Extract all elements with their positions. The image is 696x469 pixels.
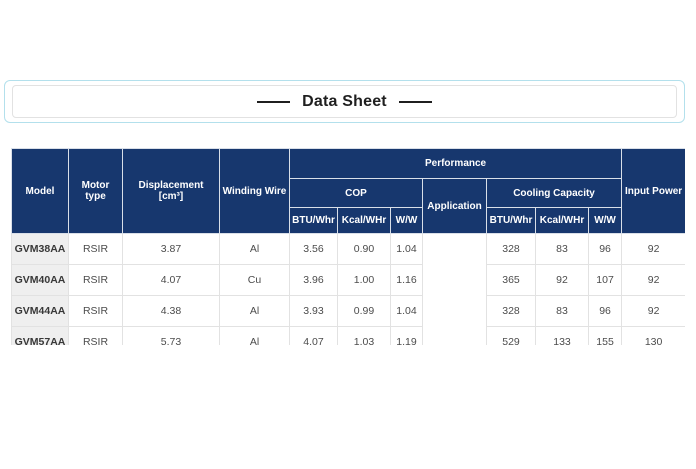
cell-cop-ww: 1.16 bbox=[390, 264, 423, 296]
col-header-application: Application bbox=[422, 178, 487, 234]
table-clip-container: Model Motor type Displacement [cm³] Wind… bbox=[11, 148, 685, 345]
cell-cooling-ww: 155 bbox=[587, 326, 623, 345]
cell-model: GVM40AA bbox=[11, 264, 69, 296]
cell-cooling-btu: 529 bbox=[486, 326, 536, 345]
data-sheet-title-inner-box: Data Sheet bbox=[12, 85, 677, 118]
cell-displacement: 3.87 bbox=[122, 233, 220, 265]
cell-winding-wire: Al bbox=[219, 233, 290, 265]
title-row: Data Sheet bbox=[257, 93, 432, 111]
table-row: GVM38AA RSIR 3.87 Al 3.56 0.90 1.04 328 … bbox=[11, 233, 685, 345]
cell-application bbox=[422, 233, 487, 345]
cell-cooling-kcal: 133 bbox=[535, 326, 589, 345]
cell-input-power: 92 bbox=[621, 233, 685, 265]
cell-model: GVM38AA bbox=[11, 233, 69, 265]
col-header-cop: COP bbox=[289, 178, 423, 208]
cell-cop-ww: 1.04 bbox=[390, 295, 423, 327]
cell-cop-kcal: 0.90 bbox=[337, 233, 391, 265]
col-header-cooling-btu-whr: BTU/Whr bbox=[486, 207, 536, 234]
cell-winding-wire: Al bbox=[219, 295, 290, 327]
cell-input-power: 92 bbox=[621, 264, 685, 296]
page-title: Data Sheet bbox=[302, 92, 387, 110]
col-header-cop-kcal-whr: Kcal/WHr bbox=[337, 207, 391, 234]
table-header: Model Motor type Displacement [cm³] Wind… bbox=[11, 148, 686, 234]
cell-motor-type: RSIR bbox=[68, 295, 123, 327]
cell-winding-wire: Al bbox=[219, 326, 290, 345]
col-header-cop-btu-whr: BTU/Whr bbox=[289, 207, 338, 234]
table-row: GVM40AA RSIR 4.07 Cu 3.96 1.00 1.16 365 … bbox=[11, 264, 685, 296]
cell-cooling-ww: 96 bbox=[587, 233, 623, 265]
cell-cop-kcal: 1.03 bbox=[337, 326, 391, 345]
cell-model: GVM57AA bbox=[11, 326, 69, 345]
cell-motor-type: RSIR bbox=[68, 264, 123, 296]
cell-cooling-kcal: 92 bbox=[535, 264, 589, 296]
cell-cop-ww: 1.19 bbox=[390, 326, 423, 345]
data-sheet-title-box: Data Sheet bbox=[4, 80, 685, 123]
cell-model: GVM44AA bbox=[11, 295, 69, 327]
cell-cooling-ww: 107 bbox=[587, 264, 623, 296]
cell-cooling-ww: 96 bbox=[587, 295, 623, 327]
cell-displacement: 4.07 bbox=[122, 264, 220, 296]
header-row-2: COP Application Cooling Capacity bbox=[12, 178, 686, 234]
cell-cooling-btu: 365 bbox=[486, 264, 536, 296]
cell-cop-btu: 3.93 bbox=[289, 295, 338, 327]
cell-cop-kcal: 1.00 bbox=[337, 264, 391, 296]
title-left-dash bbox=[257, 100, 291, 103]
table-row: GVM57AA RSIR 5.73 Al 4.07 1.03 1.19 529 … bbox=[11, 326, 685, 345]
cell-motor-type: RSIR bbox=[68, 233, 123, 265]
cell-cooling-btu: 328 bbox=[486, 295, 536, 327]
header-row-3: BTU/Whr Kcal/WHr W/W BTU/Whr Kcal/WHr W/… bbox=[12, 207, 686, 234]
col-header-input-power: Input Power bbox=[621, 148, 685, 234]
col-header-cooling-ww: W/W bbox=[587, 207, 623, 234]
table-body: GVM38AA RSIR 3.87 Al 3.56 0.90 1.04 328 … bbox=[11, 233, 685, 345]
col-header-model: Model bbox=[11, 148, 69, 234]
data-sheet-table: Model Motor type Displacement [cm³] Wind… bbox=[11, 148, 685, 345]
cell-cop-kcal: 0.99 bbox=[337, 295, 391, 327]
col-header-performance: Performance bbox=[288, 148, 623, 179]
cell-displacement: 5.73 bbox=[122, 326, 220, 345]
col-header-motor-type: Motor type bbox=[68, 148, 123, 234]
cell-winding-wire: Cu bbox=[219, 264, 290, 296]
header-row-1: Model Motor type Displacement [cm³] Wind… bbox=[11, 148, 685, 234]
cell-cooling-kcal: 83 bbox=[535, 233, 589, 265]
table-row: GVM44AA RSIR 4.38 Al 3.93 0.99 1.04 328 … bbox=[11, 295, 685, 327]
cell-motor-type: RSIR bbox=[68, 326, 123, 345]
col-header-cop-ww: W/W bbox=[390, 207, 423, 234]
col-header-displacement: Displacement [cm³] bbox=[122, 148, 220, 234]
title-right-dash bbox=[398, 100, 432, 103]
cell-input-power: 92 bbox=[621, 295, 685, 327]
col-header-cooling-kcal-whr: Kcal/WHr bbox=[535, 207, 589, 234]
cell-cop-btu: 4.07 bbox=[289, 326, 338, 345]
cell-input-power: 130 bbox=[621, 326, 685, 345]
cell-cooling-kcal: 83 bbox=[535, 295, 589, 327]
col-header-cooling-capacity: Cooling Capacity bbox=[485, 178, 623, 208]
cell-displacement: 4.38 bbox=[122, 295, 220, 327]
cell-cooling-btu: 328 bbox=[486, 233, 536, 265]
col-header-winding-wire: Winding Wire bbox=[219, 148, 290, 234]
cell-cop-btu: 3.56 bbox=[289, 233, 338, 265]
cell-cop-btu: 3.96 bbox=[289, 264, 338, 296]
cell-cop-ww: 1.04 bbox=[390, 233, 423, 265]
